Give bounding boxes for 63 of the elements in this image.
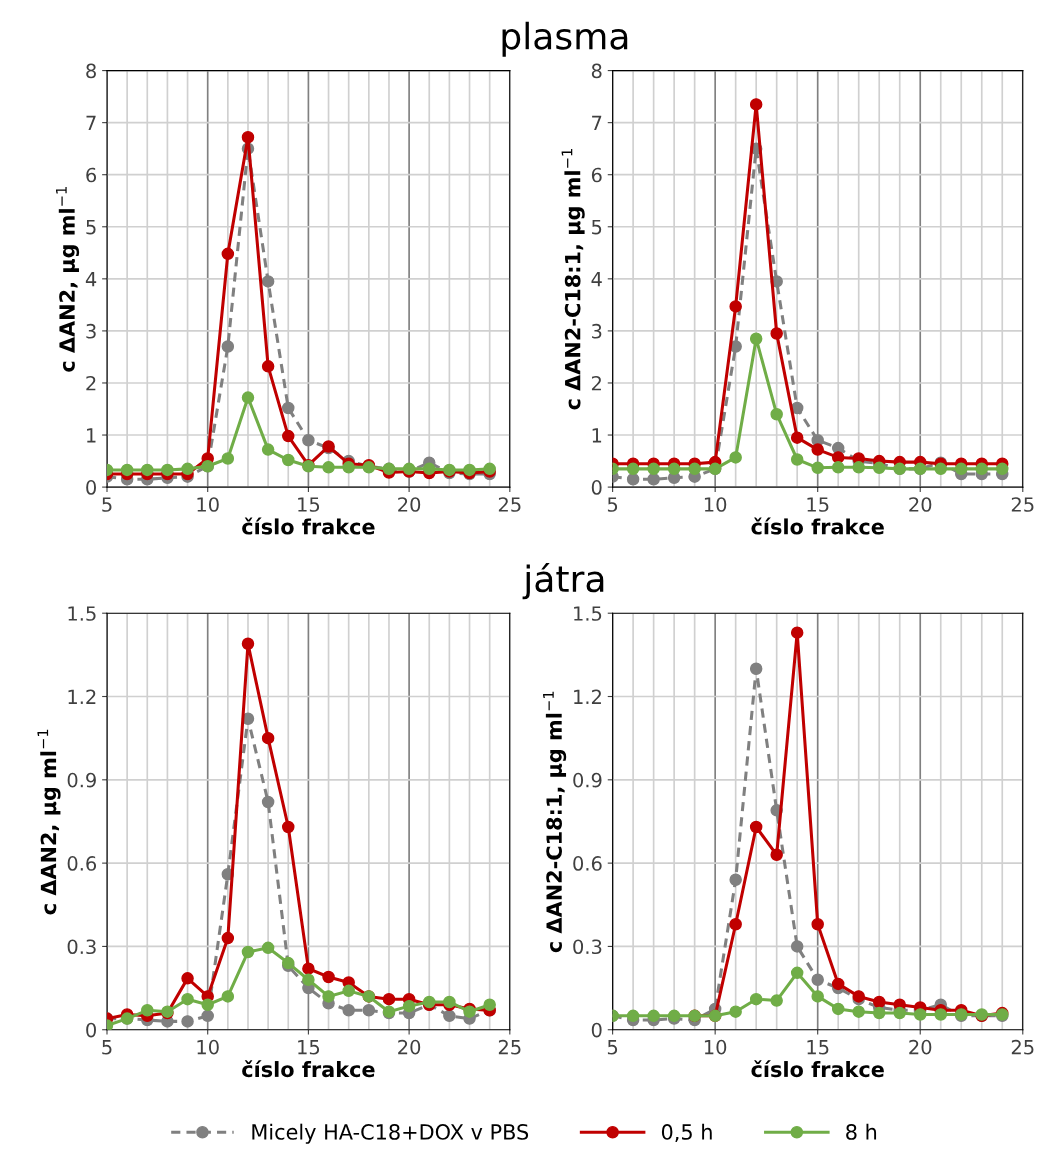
y-tick-label: 5: [592, 219, 602, 235]
x-tick-label: 20: [909, 497, 932, 512]
x-axis-title: číslo frakce: [242, 517, 375, 535]
y-tick-label: 0.6: [573, 856, 602, 871]
y-tick-label: 2: [591, 375, 601, 391]
x-tick-label: 25: [1011, 497, 1034, 512]
x-tick-label: 25: [1011, 1039, 1034, 1055]
y-tick-label: 0.9: [573, 772, 602, 788]
x-tick-label: 5: [102, 497, 112, 512]
y-tick-label: 0.9: [67, 772, 96, 788]
y-tick-label: 4: [591, 272, 602, 287]
x-tick-label: 20: [398, 497, 421, 512]
y-tick-label: 0: [86, 480, 96, 495]
y-tick-label: 1.5: [68, 606, 96, 621]
y-tick-label: 0.3: [67, 939, 96, 955]
y-tick-label: 6: [86, 167, 97, 183]
x-tick-label: 15: [298, 1040, 320, 1055]
x-tick-label: 15: [298, 497, 320, 512]
x-tick-label: 10: [197, 497, 219, 512]
x-axis-title: číslo frakce: [751, 517, 884, 535]
y-tick-label: 8: [591, 63, 602, 79]
x-axis-title: číslo frakce: [751, 1060, 884, 1078]
y-tick-label: 7: [86, 115, 96, 131]
x-axis-title: číslo frakce: [242, 1060, 375, 1078]
y-axis-title: c ΔAN2, μg ml$^{−1}$: [56, 187, 80, 372]
legend-label: 8 h: [846, 1123, 877, 1140]
y-tick-label: 2: [86, 375, 96, 391]
x-tick-label: 25: [498, 497, 521, 512]
x-tick-label: 15: [807, 1040, 829, 1055]
x-tick-label: 20: [398, 1039, 421, 1055]
y-tick-label: 3: [592, 323, 602, 339]
x-tick-label: 10: [704, 497, 727, 512]
y-tick-label: 4: [85, 272, 97, 287]
x-tick-label: 5: [607, 1040, 618, 1055]
y-tick-label: 6: [591, 167, 602, 183]
y-tick-label: 1.5: [574, 606, 602, 621]
y-axis-title: c ΔAN2-C18:1, μg ml$^{−1}$: [543, 691, 567, 953]
y-tick-label: 5: [86, 219, 96, 235]
y-tick-label: 3: [86, 323, 96, 339]
y-tick-label: 0: [86, 1022, 96, 1038]
x-tick-label: 5: [607, 497, 618, 512]
y-tick-label: 7: [592, 115, 602, 131]
x-tick-label: 10: [197, 1039, 219, 1055]
x-tick-label: 15: [807, 497, 829, 512]
y-tick-label: 1: [87, 428, 96, 443]
x-tick-label: 20: [909, 1039, 932, 1055]
chart-title: játra: [522, 562, 604, 600]
y-tick-label: 0: [591, 1022, 602, 1038]
y-tick-label: 0.3: [573, 939, 602, 955]
legend-label: 0,5 h: [661, 1123, 712, 1142]
legend-label: Micely HA-C18+DOX v PBS: [252, 1123, 529, 1144]
y-axis-title: c ΔAN2-C18:1, μg ml$^{−1}$: [561, 149, 585, 410]
x-tick-label: 5: [102, 1040, 112, 1055]
x-tick-label: 10: [704, 1039, 727, 1055]
y-tick-label: 1: [592, 428, 602, 443]
y-tick-label: 0: [591, 480, 602, 495]
y-tick-label: 0.6: [67, 856, 97, 871]
y-tick-label: 1.2: [68, 689, 96, 704]
y-tick-label: 8: [86, 63, 96, 79]
x-tick-label: 25: [498, 1039, 521, 1055]
y-axis-title: c ΔAN2, μg ml$^{−1}$: [37, 729, 61, 915]
chart-title: plasma: [502, 21, 628, 57]
y-tick-label: 1.2: [574, 689, 601, 704]
